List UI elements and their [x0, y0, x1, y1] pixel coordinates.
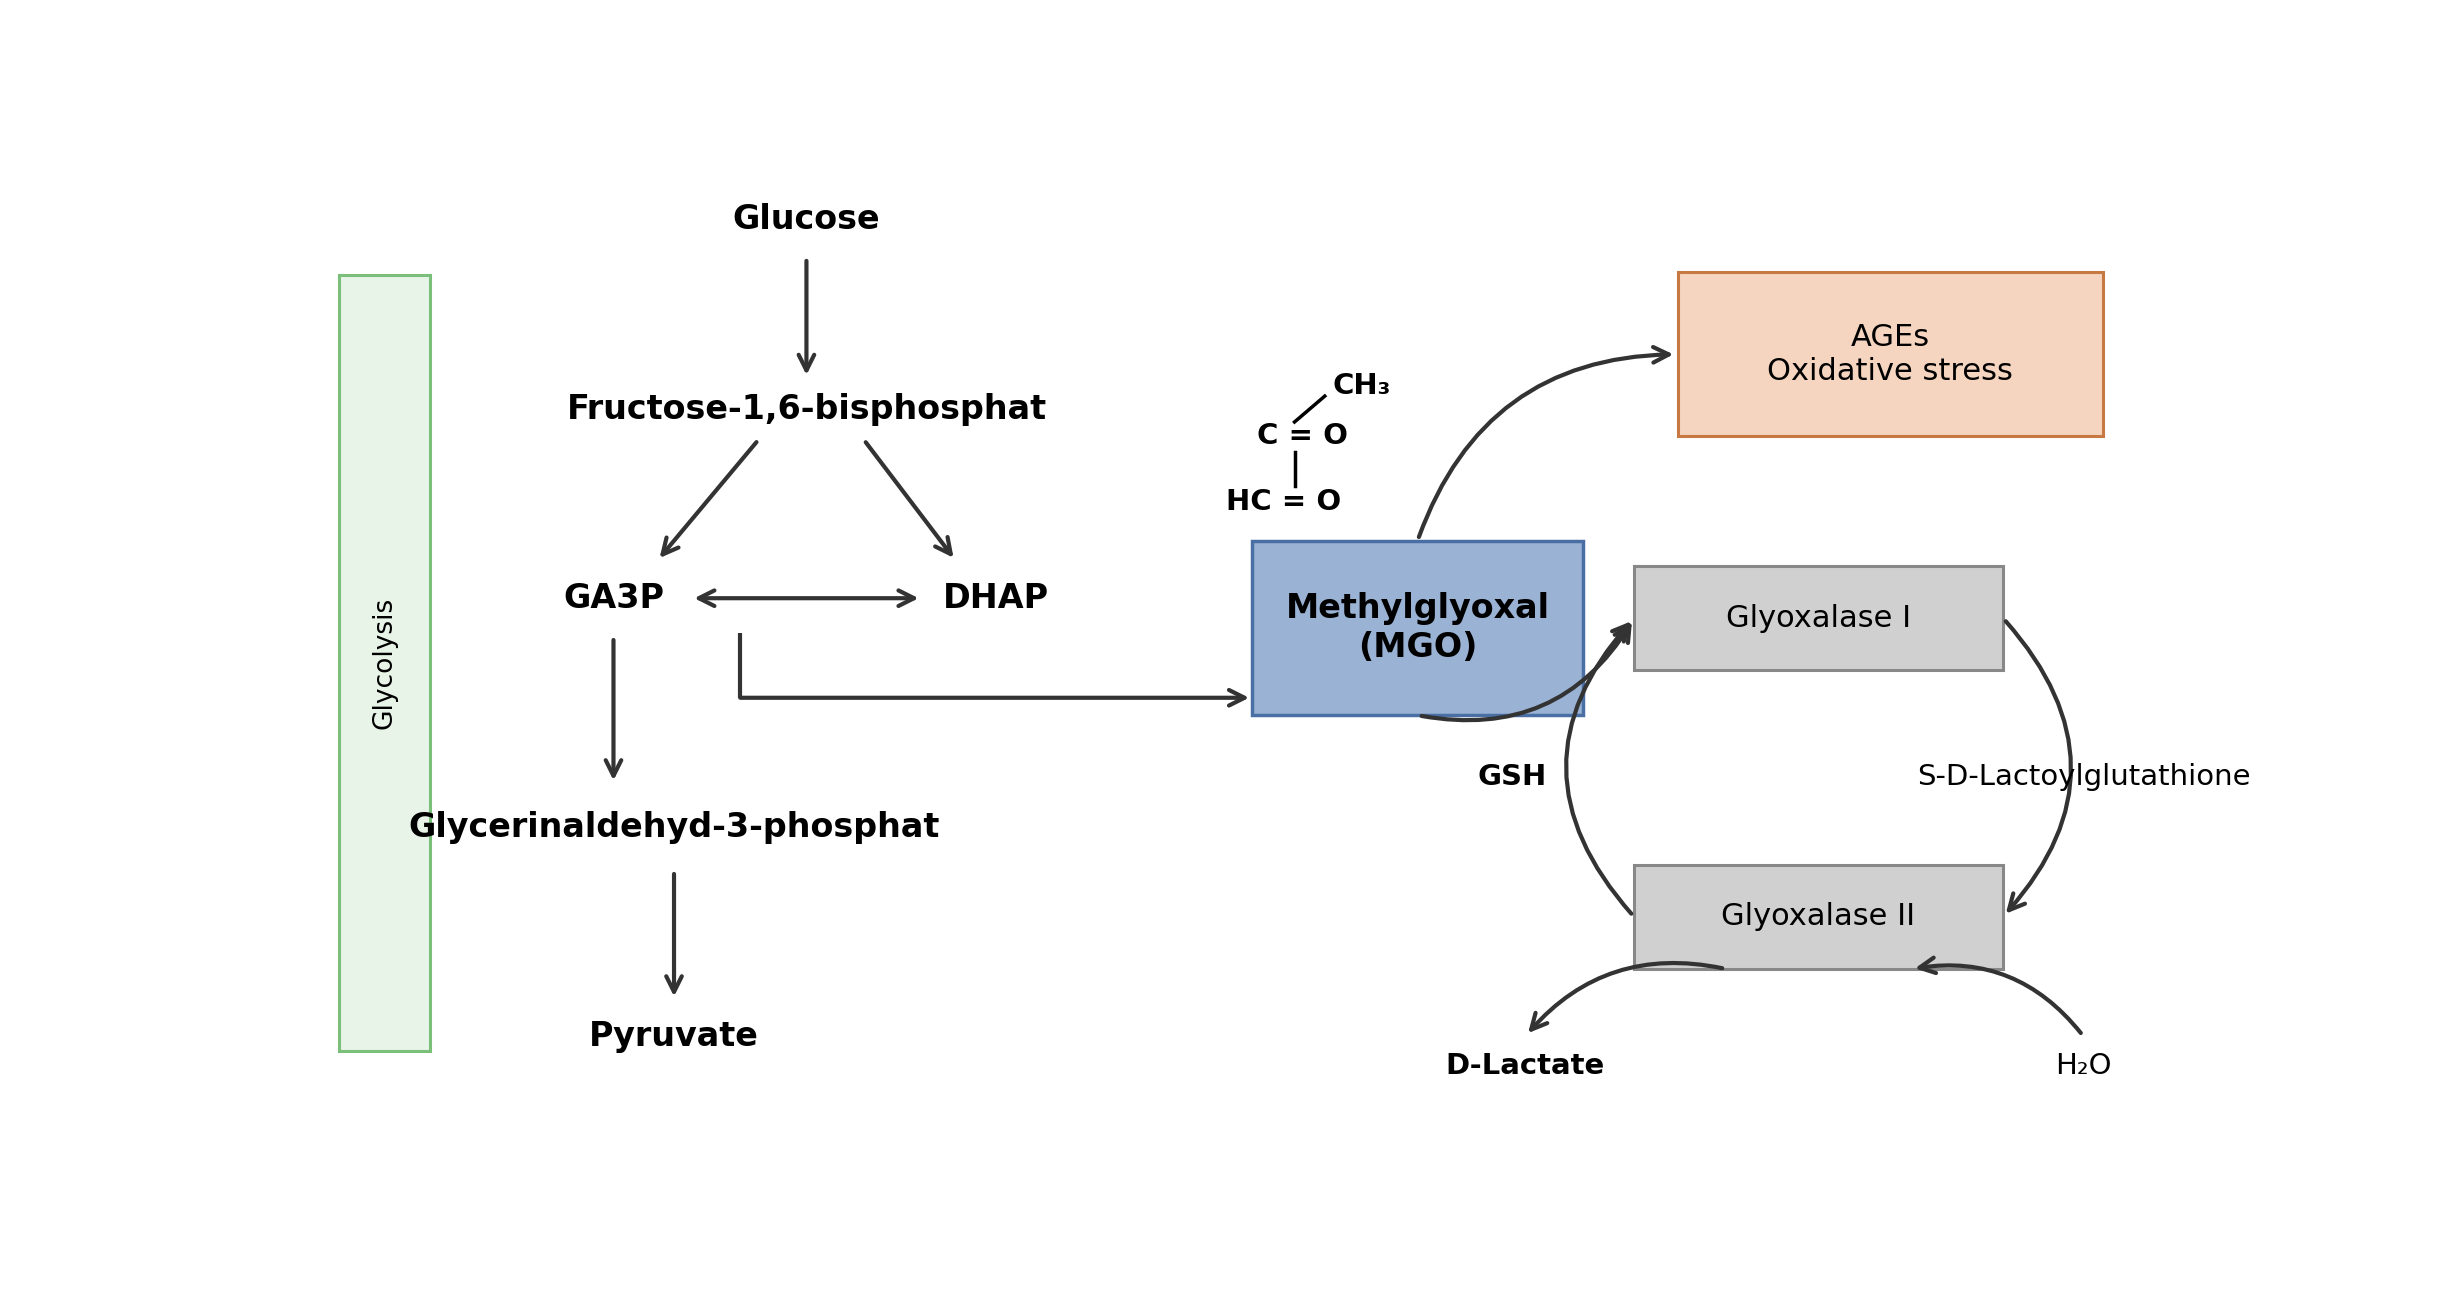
- Text: AGEs
Oxidative stress: AGEs Oxidative stress: [1767, 323, 2014, 385]
- Text: Pyruvate: Pyruvate: [588, 1020, 759, 1053]
- FancyBboxPatch shape: [1633, 865, 2004, 968]
- FancyBboxPatch shape: [1252, 540, 1584, 715]
- Text: GSH: GSH: [1477, 763, 1548, 791]
- Text: Glyoxalase I: Glyoxalase I: [1726, 604, 1911, 632]
- Text: Glycolysis: Glycolysis: [371, 597, 398, 729]
- Text: Methylglyoxal
(MGO): Methylglyoxal (MGO): [1286, 592, 1550, 663]
- Text: Fructose-1,6-bisphosphat: Fructose-1,6-bisphosphat: [566, 393, 1047, 425]
- Text: HC = O: HC = O: [1225, 487, 1343, 516]
- Text: S-D-Lactoylglutathione: S-D-Lactoylglutathione: [1916, 763, 2251, 791]
- FancyBboxPatch shape: [339, 274, 430, 1051]
- Text: D-Lactate: D-Lactate: [1445, 1053, 1604, 1080]
- Text: Glyoxalase II: Glyoxalase II: [1721, 903, 1916, 931]
- Text: GA3P: GA3P: [564, 582, 664, 614]
- Text: Glucose: Glucose: [732, 203, 881, 237]
- Text: Glycerinaldehyd-3-phosphat: Glycerinaldehyd-3-phosphat: [408, 811, 940, 844]
- Text: CH₃: CH₃: [1333, 372, 1391, 400]
- FancyBboxPatch shape: [1677, 272, 2104, 437]
- FancyBboxPatch shape: [1633, 566, 2004, 670]
- Text: DHAP: DHAP: [942, 582, 1050, 614]
- Text: H₂O: H₂O: [2055, 1053, 2111, 1080]
- Text: C = O: C = O: [1257, 422, 1347, 450]
